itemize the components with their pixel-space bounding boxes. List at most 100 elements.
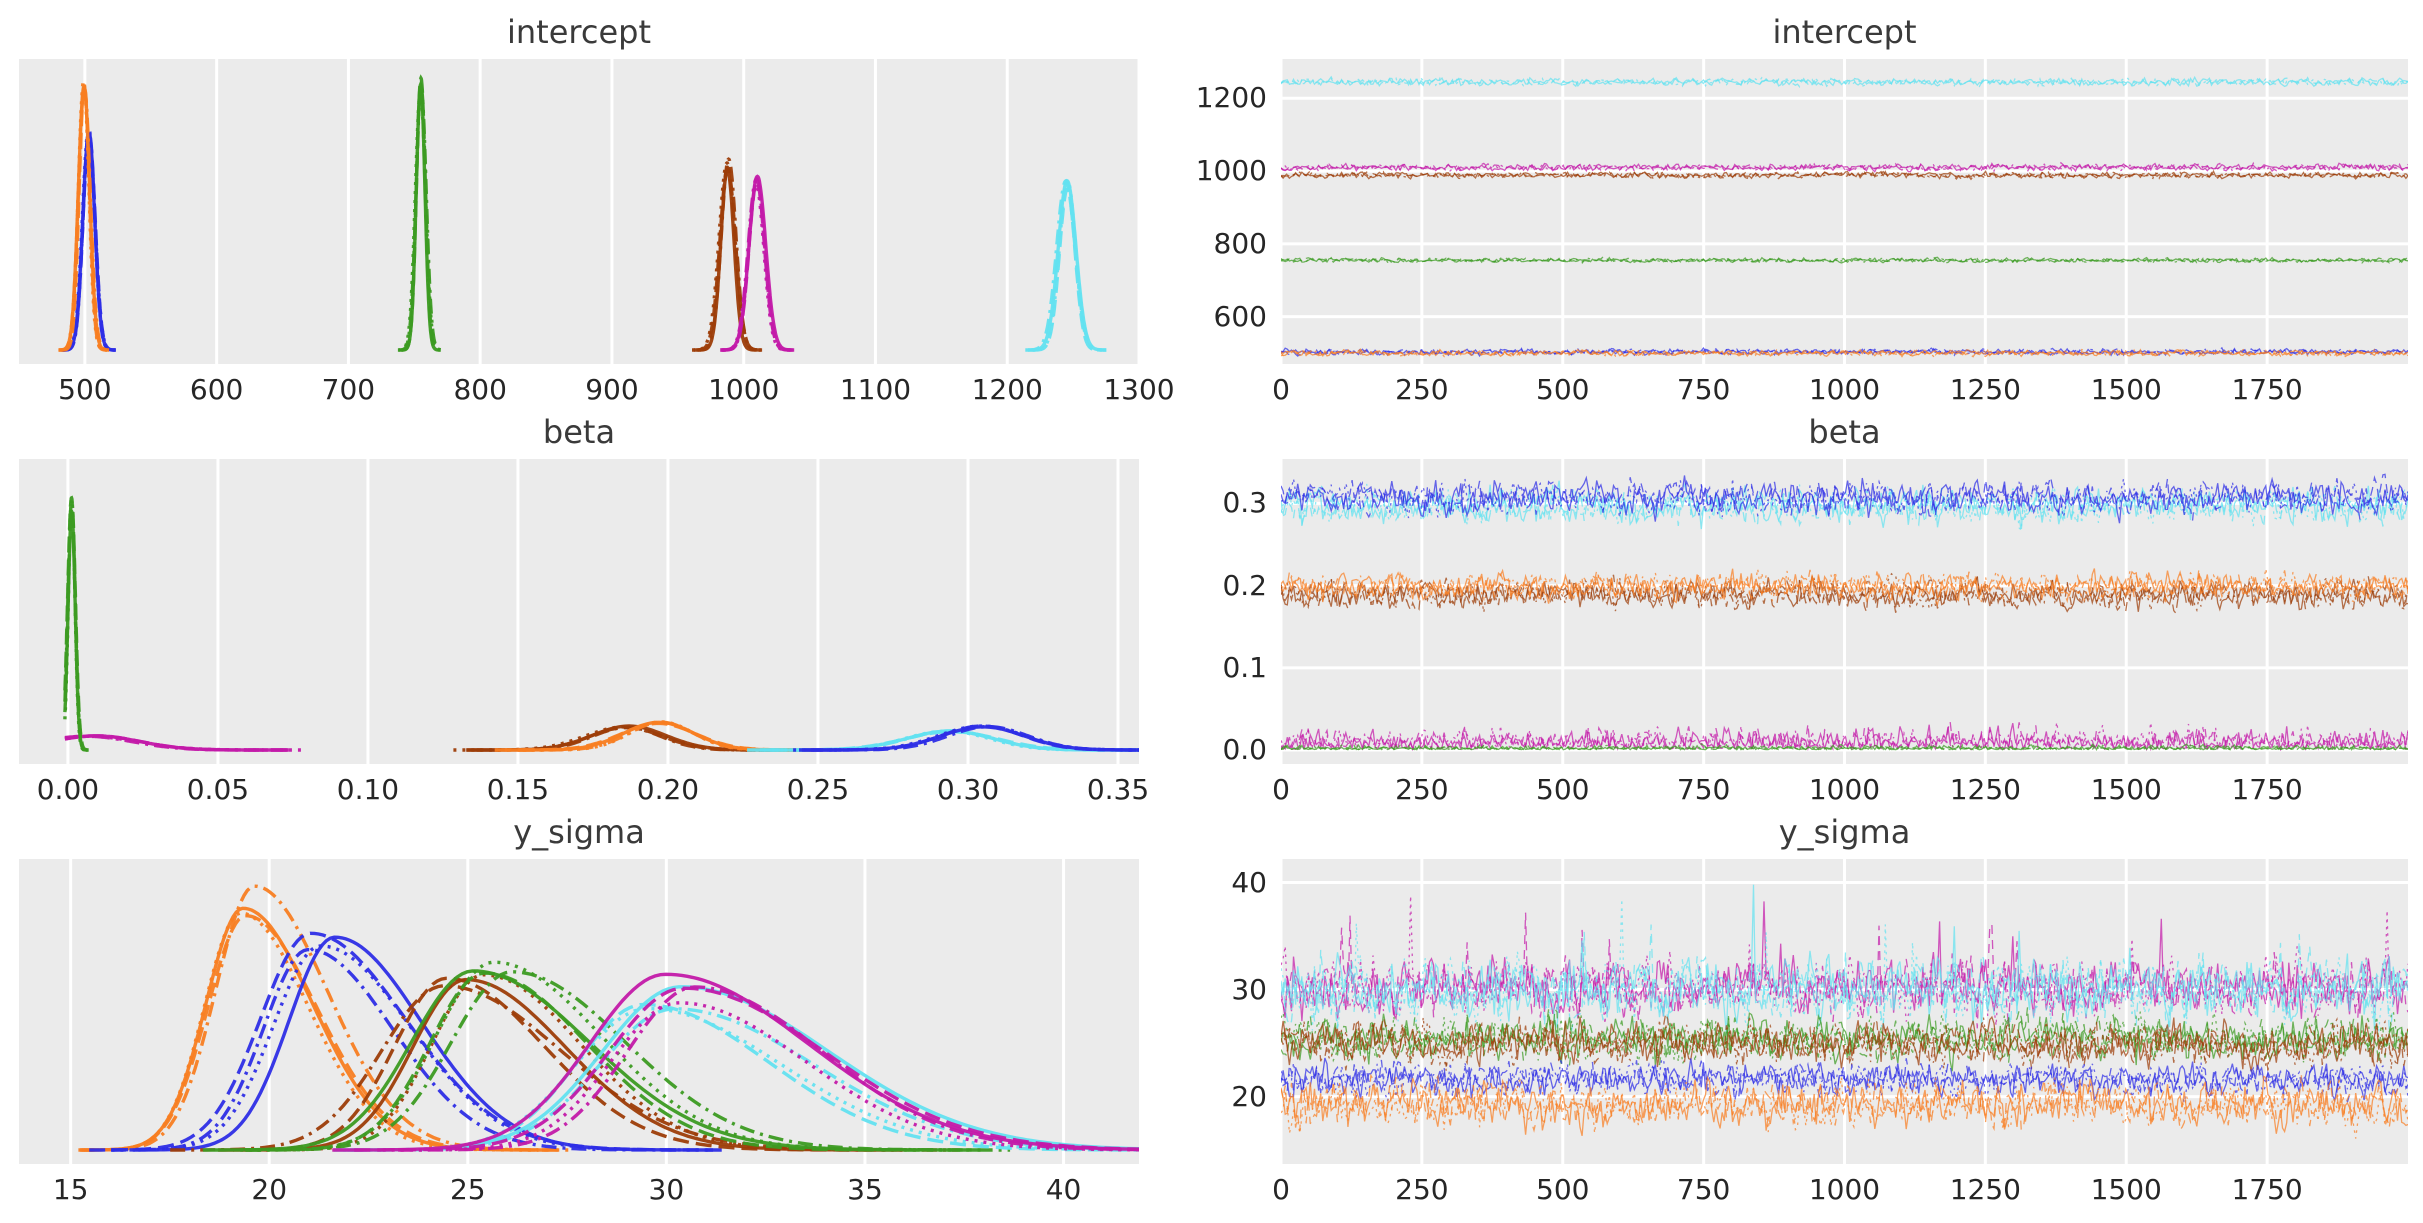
- x-tick-label: 0.30: [936, 773, 1000, 806]
- x-tick-label: 1000: [1808, 773, 1881, 806]
- x-tick-label: 1200: [971, 373, 1043, 406]
- x-tick-label: 35: [847, 1173, 883, 1206]
- x-tick-label: 250: [1395, 373, 1449, 406]
- subplot-title: beta: [1808, 413, 1881, 451]
- x-tick-label: 250: [1395, 1173, 1449, 1206]
- kde-curve-magenta: [382, 1001, 1139, 1152]
- kde-curve-green: [246, 970, 1011, 1152]
- trace-line-orange: [1281, 568, 2408, 603]
- plot-area: [1281, 59, 2408, 364]
- kde-curve-orange: [60, 77, 107, 352]
- y-tick-label: 20: [1231, 1079, 1267, 1113]
- x-tick-label: 750: [1676, 1173, 1731, 1206]
- subplot-y_sigma-trace: y_sigma 0 250 500 750 1000 1250 1500 1750 20 30 40: [1231, 813, 2408, 1206]
- x-tick-label: 1750: [2231, 1173, 2303, 1206]
- subplot-title: intercept: [1772, 13, 1917, 51]
- x-tick-label: 15: [52, 1173, 89, 1206]
- x-tick-label: 0.20: [636, 773, 700, 806]
- trace-line-brown: [1281, 1015, 2408, 1071]
- y-tick-label: 0.3: [1222, 486, 1267, 520]
- plot-area: [1281, 859, 2408, 1164]
- x-tick-label: 1250: [1949, 1173, 2021, 1206]
- trace-line-green: [1281, 1009, 2408, 1066]
- kde-curve-brown: [476, 725, 777, 752]
- trace-line-cyan: [1281, 76, 2408, 88]
- subplot-title: y_sigma: [1778, 813, 1911, 851]
- x-tick-label: 500: [1536, 773, 1590, 806]
- y-tick-label: 30: [1231, 972, 1267, 1006]
- x-tick-label: 600: [189, 373, 244, 406]
- chart-canvas: [69, 859, 1139, 1164]
- trace-line-green: [1281, 255, 2408, 265]
- plot-area: [19, 859, 1139, 1164]
- y-tick-label: 0.1: [1222, 650, 1267, 684]
- trace-line-orange: [1281, 568, 2408, 604]
- x-tick-label: 1500: [2090, 1173, 2162, 1206]
- x-tick-label: 0.10: [336, 773, 400, 806]
- subplot-title: y_sigma: [513, 813, 645, 851]
- x-tick-label: 0: [1272, 1173, 1290, 1206]
- trace-line-cyan: [1281, 480, 2408, 530]
- chart-canvas: [1281, 859, 2408, 1164]
- x-tick-label: 0.05: [186, 773, 250, 806]
- kde-curve-orange: [84, 884, 574, 1152]
- trace-line-magenta: [1281, 162, 2408, 173]
- kde-curve-green: [401, 80, 440, 352]
- kde-curve-brown: [256, 973, 909, 1152]
- y-tick-label: 800: [1213, 226, 1267, 260]
- subplot-y_sigma-density: y_sigma 15 20 25 30 35 40: [19, 813, 1139, 1206]
- x-tick-label: 1750: [2231, 773, 2303, 806]
- kde-curve-cyan: [1032, 187, 1102, 352]
- kde-curve-blue: [111, 947, 679, 1152]
- kde-curve-cyan: [1031, 178, 1104, 352]
- chart-canvas: [1281, 59, 2408, 364]
- trace-line-green: [1281, 1007, 2408, 1066]
- chart-canvas: [1281, 459, 2408, 764]
- x-tick-label: 1750: [2231, 373, 2303, 406]
- kde-curve-green: [401, 74, 441, 352]
- x-tick-label: 250: [1395, 773, 1449, 806]
- trace-line-blue: [1281, 1058, 2408, 1103]
- x-tick-label: 1250: [1949, 773, 2021, 806]
- subplot-intercept-trace: intercept 0 250 500 750 1000 1250 1500 1750 600 8…: [1196, 13, 2408, 406]
- trace-line-magenta: [1281, 895, 2408, 1026]
- x-tick-label: 20: [251, 1173, 288, 1206]
- x-tick-label: 1500: [2090, 773, 2162, 806]
- kde-curve-magenta: [64, 734, 290, 752]
- kde-curve-green: [63, 500, 88, 752]
- x-tick-label: 0: [1272, 773, 1290, 806]
- trace-line-cyan: [1281, 899, 2408, 1033]
- trace-line-green: [1281, 743, 2408, 751]
- kde-curve-brown: [696, 157, 761, 352]
- x-tick-label: 1000: [708, 373, 780, 406]
- trace-line-orange: [1281, 1076, 2408, 1139]
- subplot-intercept-density: intercept 500 600 700 800 900 1000 1100 1200 130…: [19, 13, 1175, 406]
- kde-curve-magenta: [722, 183, 791, 352]
- y-tick-label: 600: [1213, 299, 1267, 333]
- trace-line-brown: [1281, 1013, 2408, 1071]
- trace-line-magenta: [1281, 722, 2408, 752]
- kde-curve-orange: [80, 906, 549, 1152]
- x-tick-label: 0.15: [486, 773, 550, 806]
- x-tick-label: 750: [1676, 373, 1731, 406]
- kde-curve-brown: [692, 160, 763, 352]
- x-tick-label: 1500: [2090, 373, 2162, 406]
- trace-line-magenta: [1281, 162, 2408, 173]
- x-tick-label: 0: [1272, 373, 1290, 406]
- trace-line-orange: [1281, 1073, 2408, 1133]
- kde-curve-brown: [170, 984, 958, 1152]
- subplot-beta-trace: beta 0 250 500 750 1000 1250 1500 1750 0.0 0.1 0.2…: [1222, 413, 2408, 806]
- x-tick-label: 800: [453, 373, 507, 406]
- kde-curve-magenta: [354, 986, 1139, 1152]
- kde-curve-cyan: [336, 985, 1139, 1152]
- x-tick-label: 500: [58, 373, 112, 406]
- x-tick-label: 30: [648, 1173, 685, 1206]
- subplot-title: beta: [542, 413, 616, 451]
- kde-curve-orange: [58, 84, 111, 352]
- y-tick-label: 1200: [1195, 81, 1267, 115]
- trace-line-cyan: [1281, 924, 2408, 1036]
- subplot-title: intercept: [507, 13, 651, 51]
- trace-line-cyan: [1281, 483, 2408, 532]
- kde-curve-cyan: [1028, 178, 1107, 352]
- kde-curve-green: [397, 89, 443, 352]
